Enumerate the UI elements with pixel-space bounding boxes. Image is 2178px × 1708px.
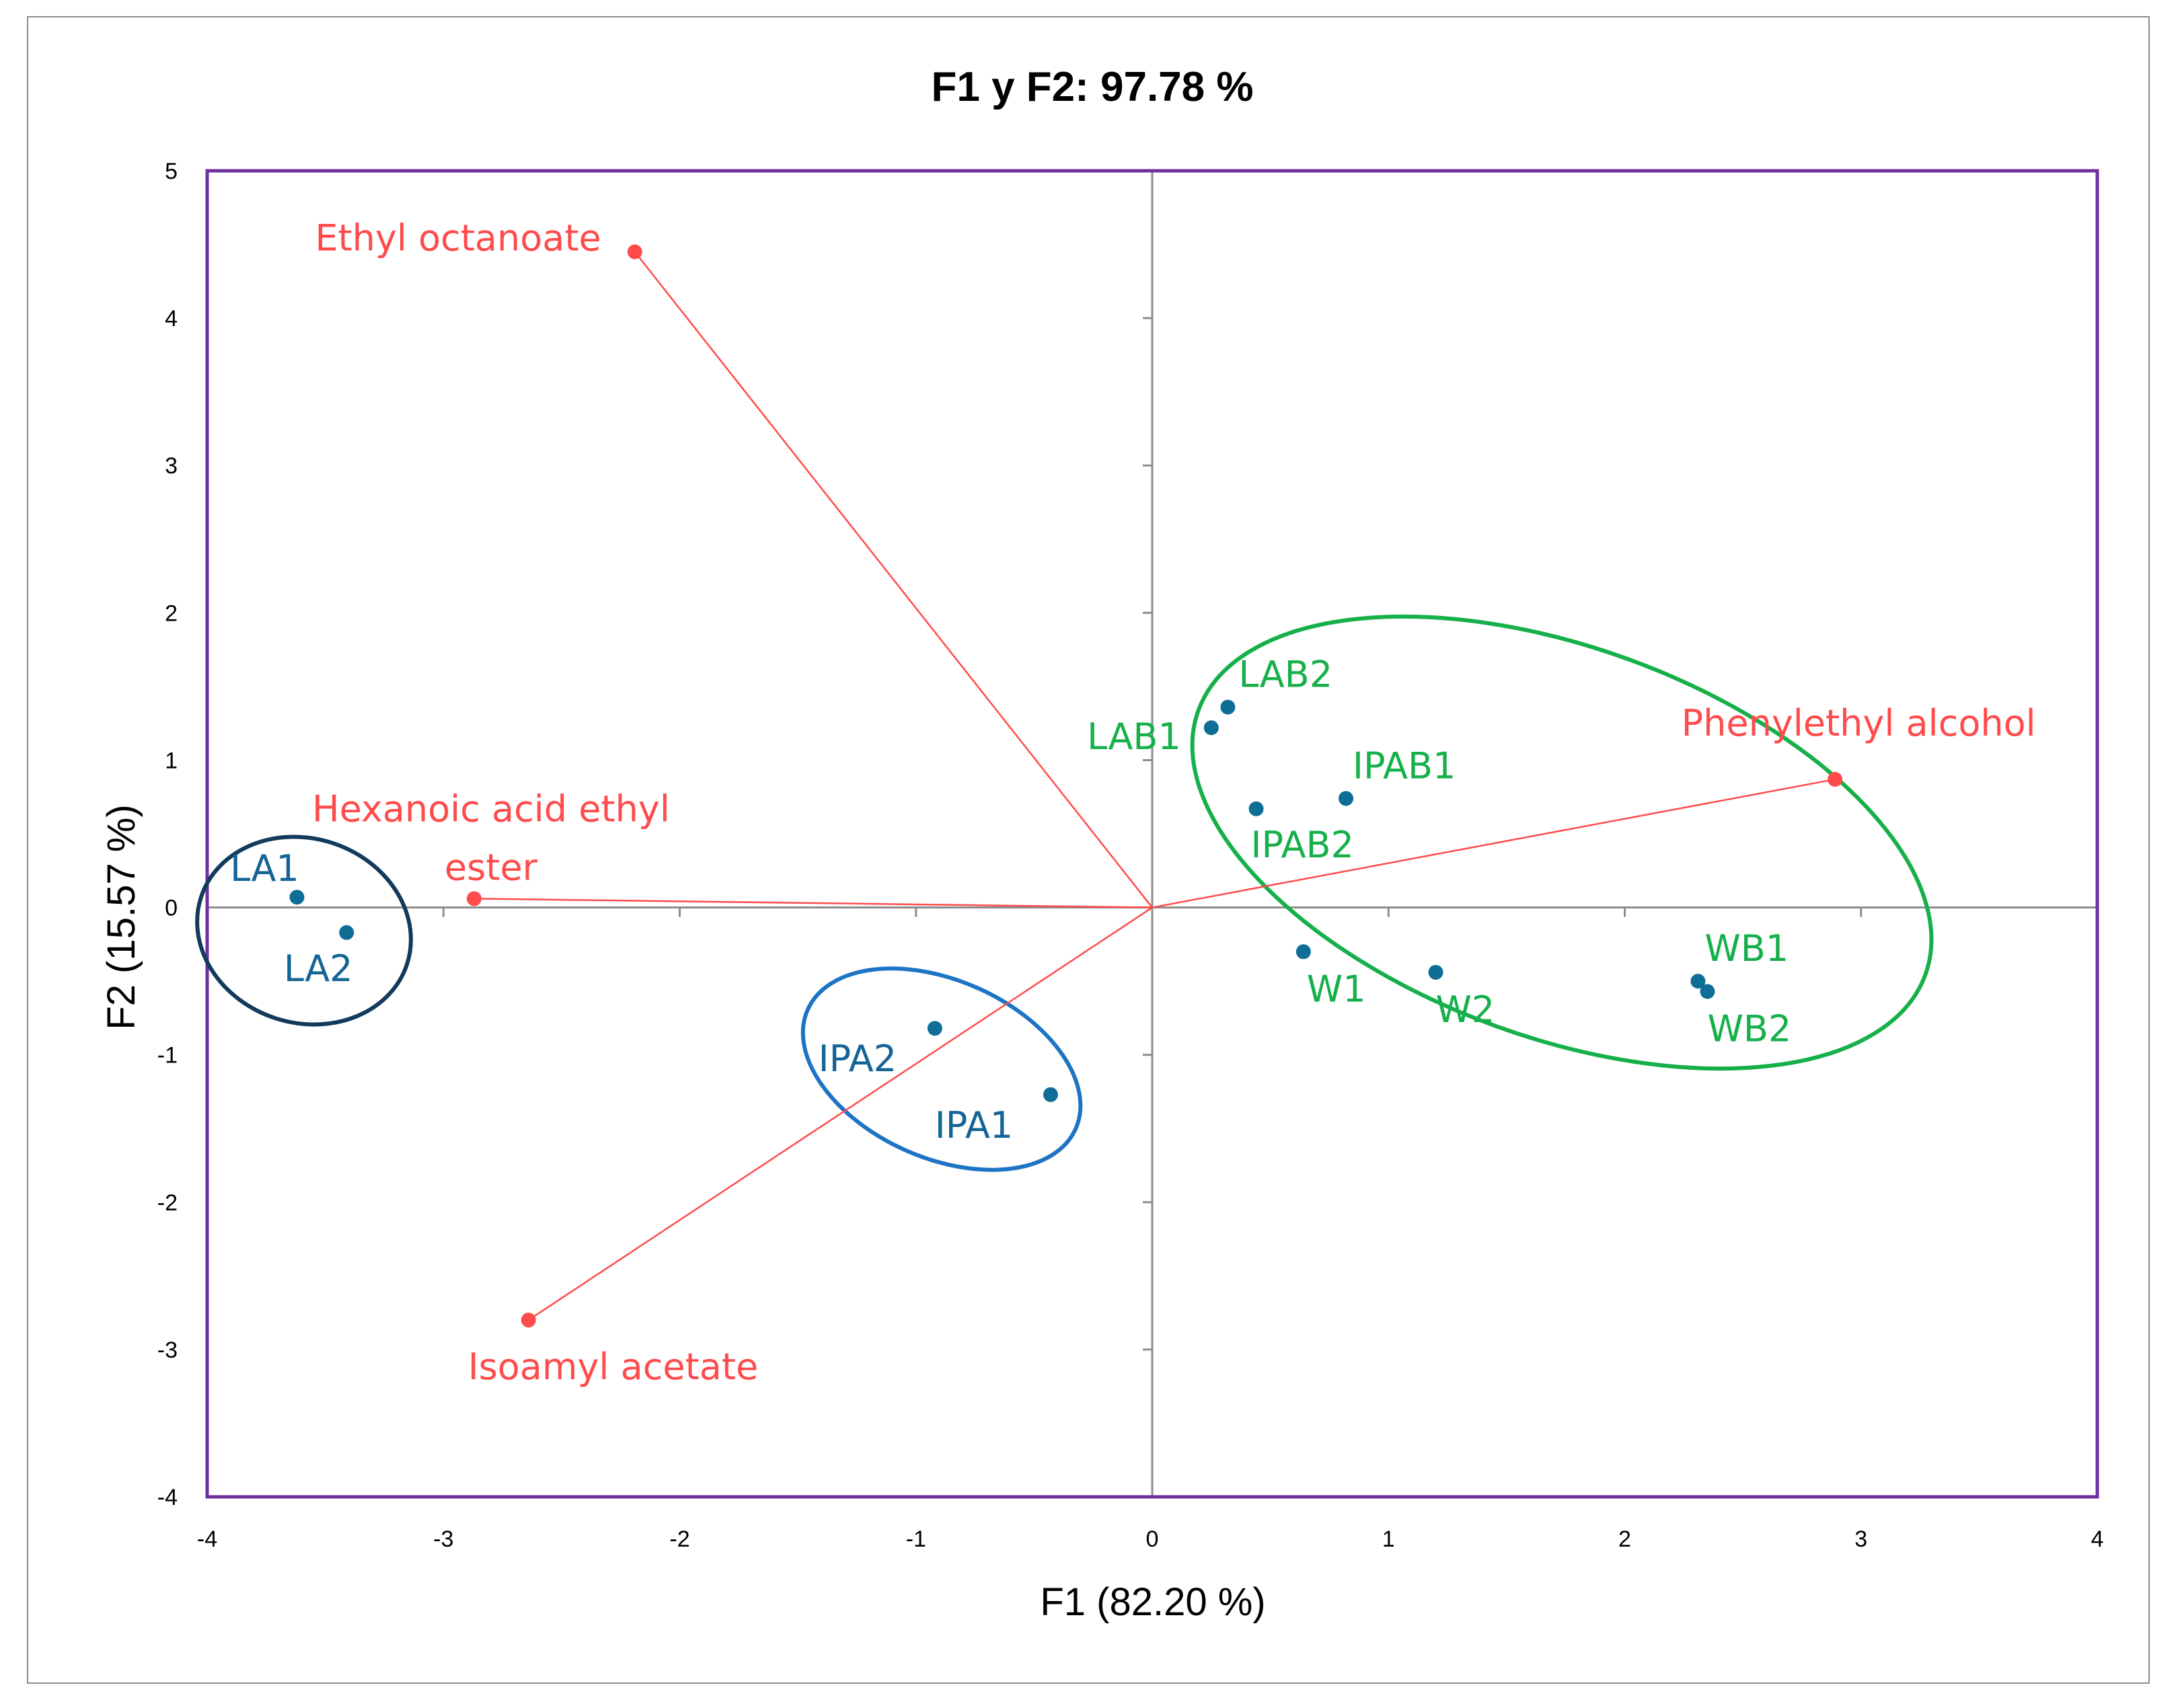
variable-point: [627, 244, 642, 260]
observation-label: LAB2: [1238, 654, 1332, 696]
y-tick-label: 5: [165, 159, 178, 184]
chart-frame: [27, 16, 2150, 1684]
x-tick-label: 0: [1146, 1526, 1159, 1552]
variable-vector-line: [634, 251, 1153, 908]
variable-label: Hexanoic acid ethyl: [312, 787, 670, 830]
y-tick-label: 0: [165, 896, 178, 921]
x-tick-label: 2: [1618, 1526, 1631, 1552]
observation-point: [1339, 791, 1354, 806]
text-layer: F1 y F2: 97.78 % F1 (82.20 %) F2 (15.57 …: [100, 64, 2103, 1624]
y-tick-label: -1: [157, 1043, 178, 1069]
y-tick-label: -4: [157, 1485, 178, 1510]
plot-area-border: [205, 169, 2099, 1499]
observation-point: [927, 1021, 942, 1036]
ellipse-green: [1190, 614, 1934, 1071]
observation-label: W2: [1436, 988, 1495, 1031]
y-tick-label: -2: [157, 1190, 178, 1216]
observation-label: LA1: [230, 847, 299, 890]
observation-label: IPA1: [935, 1104, 1013, 1147]
x-tick-label: 4: [2091, 1526, 2104, 1552]
variable-label: Ethyl octanoate: [315, 217, 601, 260]
x-tick-label: 3: [1854, 1526, 1867, 1552]
y-tick-label: -3: [157, 1337, 178, 1363]
x-tick-label: -1: [906, 1526, 926, 1552]
observation-point: [1043, 1087, 1058, 1102]
group-ellipses-layer: [195, 614, 1934, 1172]
variable-vectors-layer: [466, 244, 1843, 1328]
x-tick-label: -2: [669, 1526, 689, 1552]
ellipse-la: [195, 834, 413, 1027]
observation-point: [1220, 699, 1236, 715]
observation-label: WB1: [1704, 927, 1789, 970]
chart-title: F1 y F2: 97.78 %: [931, 64, 1253, 110]
variable-vector-line: [1152, 778, 1836, 908]
x-tick-label: -3: [433, 1526, 453, 1552]
observation-label: IPAB1: [1353, 744, 1456, 787]
y-tick-label: 3: [165, 453, 178, 479]
observation-label: W1: [1307, 968, 1366, 1010]
x-axis-label: F1 (82.20 %): [1040, 1580, 1265, 1624]
observations-layer: [289, 699, 1715, 1102]
y-tick-label: 1: [165, 748, 178, 773]
y-tick-label: 2: [165, 600, 178, 626]
observation-label: IPA2: [819, 1038, 897, 1080]
x-tick-label: -4: [197, 1526, 217, 1552]
observation-point: [1428, 964, 1443, 980]
observation-point: [1295, 944, 1311, 960]
observation-point: [1690, 974, 1706, 989]
observation-label: LAB1: [1087, 715, 1181, 758]
variable-point: [1828, 771, 1843, 787]
observation-point: [339, 925, 354, 940]
axes-layer: [205, 169, 2099, 1499]
variable-label: Isoamyl acetate: [468, 1346, 759, 1388]
observation-label: IPAB2: [1251, 824, 1354, 866]
y-tick-label: 4: [165, 306, 178, 332]
variable-point: [466, 891, 482, 906]
observation-label: LA2: [284, 947, 353, 990]
y-axis-label: F2 (15.57 %): [100, 804, 143, 1030]
variable-label: ester: [445, 846, 538, 888]
variable-label: Phenylethyl alcohol: [1682, 702, 2036, 744]
x-tick-label: 1: [1382, 1526, 1395, 1552]
observation-point: [289, 890, 305, 905]
observation-point: [1700, 984, 1715, 999]
variable-point: [521, 1313, 536, 1328]
observation-point: [1203, 720, 1219, 736]
observation-label: WB2: [1707, 1007, 1791, 1050]
observation-point: [1248, 801, 1264, 816]
ellipse-ipa: [800, 966, 1083, 1172]
variable-vector-line: [528, 906, 1153, 1321]
variable-vector-line: [474, 898, 1153, 908]
